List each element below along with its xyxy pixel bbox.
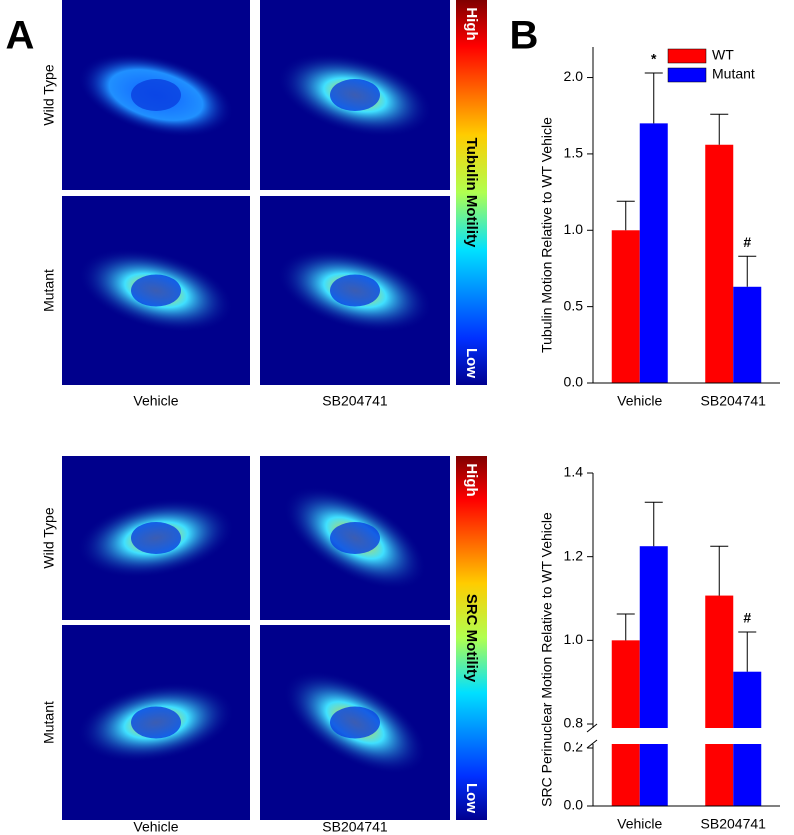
- error-bar: [710, 113, 729, 145]
- bar: [705, 144, 734, 383]
- column-label: SB204741: [322, 393, 388, 409]
- nucleus: [131, 522, 181, 554]
- colorbar-low: Low: [463, 348, 480, 378]
- annotation: #: [743, 234, 751, 250]
- nucleus: [131, 274, 181, 307]
- annotation: *: [651, 51, 657, 67]
- bar: [733, 286, 762, 383]
- bar: [639, 546, 668, 806]
- x-tick-label: SB204741: [701, 816, 767, 832]
- colorbar-high: High: [463, 463, 480, 496]
- colorbar-low: Low: [463, 783, 480, 813]
- y-tick-label: 0.0: [564, 374, 584, 390]
- y-tick-label: 2.0: [564, 68, 584, 84]
- colorbar: [456, 456, 487, 820]
- y-tick-label: 1.2: [564, 547, 584, 563]
- colorbar-label: SRC Motility: [463, 594, 480, 683]
- error-bar: [738, 255, 757, 287]
- nucleus: [330, 706, 380, 739]
- image-panels: Wild Type Mutant Vehicle SB204741 High Tubuli…: [41, 0, 487, 835]
- y-axis-title: Tubulin Motion Relative to WT Vehicle: [539, 117, 555, 353]
- bar: [705, 595, 734, 806]
- x-tick-label: Vehicle: [617, 393, 662, 409]
- break-mark: [586, 723, 598, 733]
- error-bar: [644, 72, 663, 124]
- error-bar: [710, 545, 729, 596]
- column-label: Vehicle: [133, 393, 178, 409]
- error-bar: [738, 631, 757, 672]
- error-bar: [644, 501, 663, 547]
- error-bar: [616, 200, 635, 231]
- colorbar-label: Tubulin Motility: [463, 138, 480, 248]
- column-label: Vehicle: [133, 819, 178, 835]
- legend-swatch: [667, 48, 707, 64]
- colorbar-high: High: [463, 7, 480, 40]
- y-tick-label: 0.8: [564, 715, 584, 731]
- nucleus: [330, 79, 380, 111]
- x-tick-label: SB204741: [701, 393, 767, 409]
- legend-label: Mutant: [712, 66, 755, 82]
- y-tick-label: 1.0: [564, 221, 584, 237]
- y-axis-title: SRC Perinuclear Motion Relative to WT Ve…: [539, 512, 555, 807]
- error-bar: [616, 613, 635, 641]
- panel-label: A: [6, 14, 35, 58]
- y-tick-label: 0.5: [564, 297, 584, 313]
- axis-break: [578, 728, 785, 744]
- legend-swatch: [667, 67, 707, 83]
- bar: [611, 230, 640, 383]
- colorbar: [456, 0, 487, 385]
- x-tick-label: Vehicle: [617, 816, 662, 832]
- column-label: SB204741: [322, 819, 388, 835]
- row-label: Mutant: [41, 269, 57, 312]
- panel-label: B: [510, 14, 539, 58]
- bar: [611, 640, 640, 806]
- nucleus: [330, 274, 380, 307]
- row-label: Wild Type: [41, 64, 57, 125]
- nucleus: [131, 79, 181, 111]
- charts: 0.0 0.5 1.0 1.5 2.0 Vehicle SB204741 Tubulin Mo…: [539, 47, 785, 832]
- row-label: Wild Type: [41, 507, 57, 568]
- annotation: #: [743, 610, 751, 626]
- y-tick-label: 1.4: [564, 464, 584, 480]
- bar: [639, 123, 668, 383]
- y-tick-label: 1.0: [564, 631, 584, 647]
- nucleus: [131, 706, 181, 739]
- y-tick-label: 1.5: [564, 145, 584, 161]
- legend-label: WT: [712, 47, 734, 63]
- nucleus: [330, 522, 380, 554]
- row-label: Mutant: [41, 701, 57, 744]
- y-tick-label: 0.0: [564, 797, 584, 813]
- break-mark: [586, 739, 598, 749]
